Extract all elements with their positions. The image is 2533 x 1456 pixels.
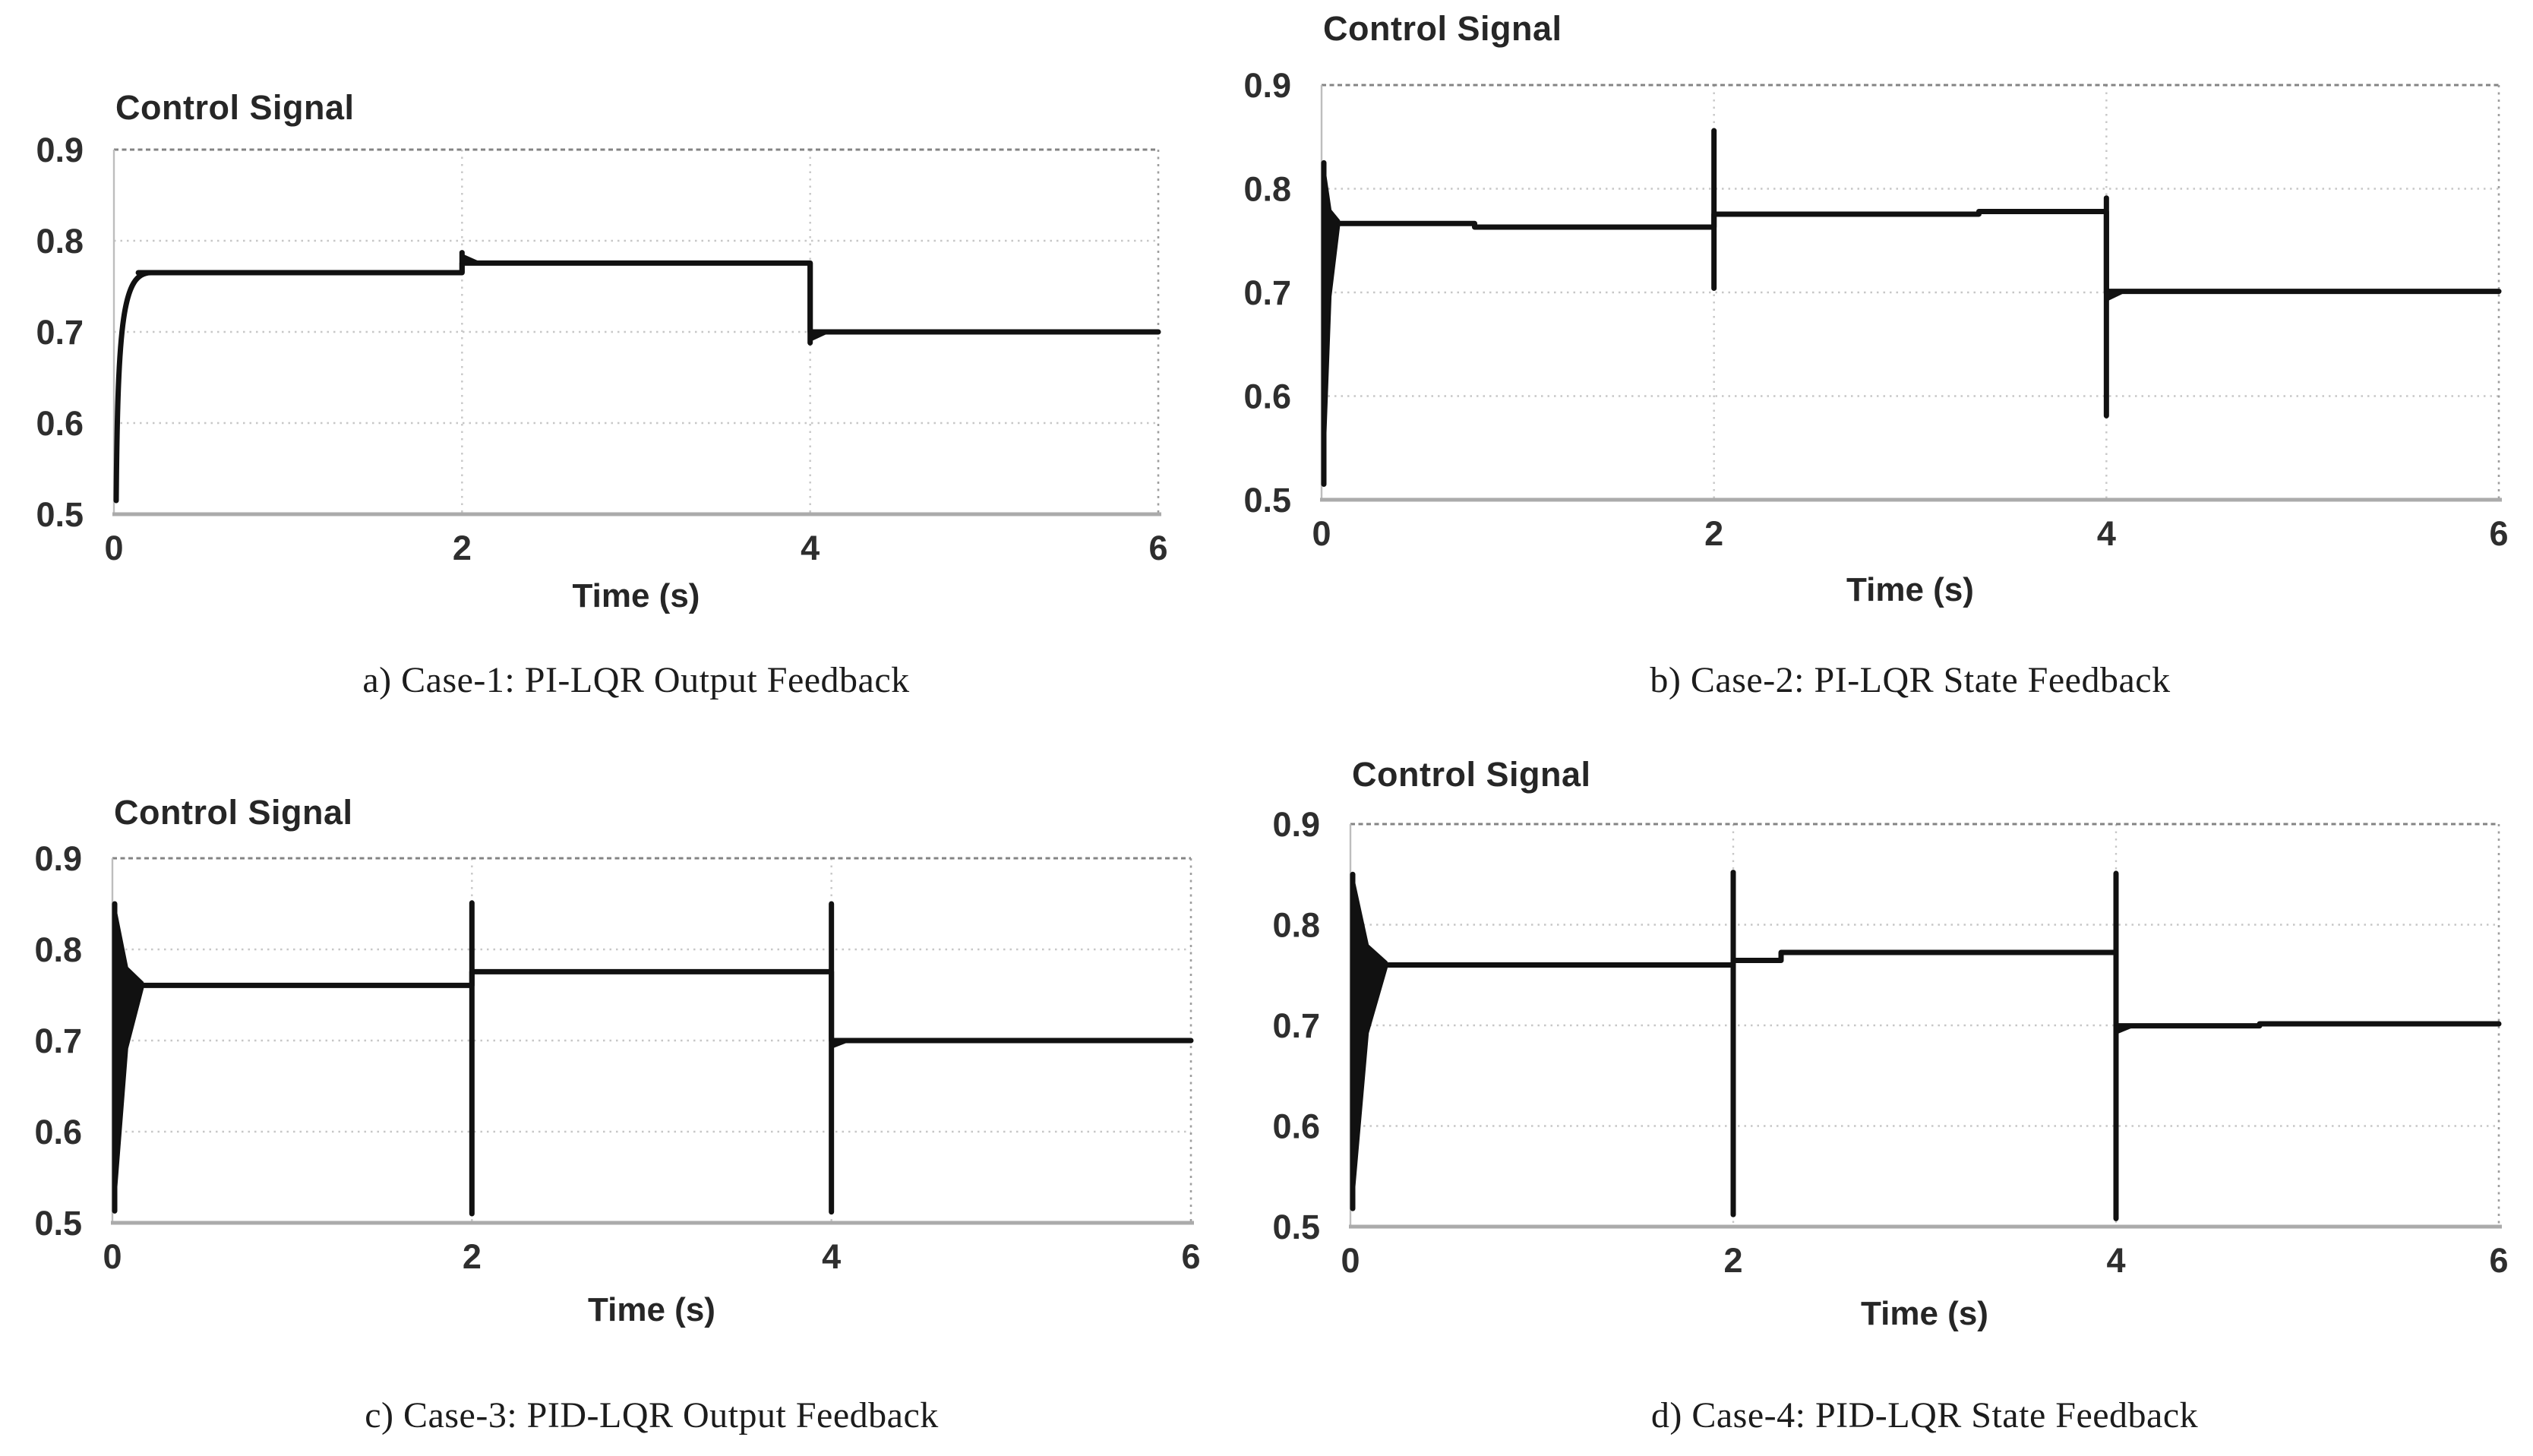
x-tick-label: 4 <box>822 1237 841 1276</box>
plot-b: 0.5 0.6 0.7 0.8 0.9 0 2 4 6 <box>1243 66 2508 553</box>
y-tick-label: 0.5 <box>36 495 84 534</box>
plot-a: 0.5 0.6 0.7 0.8 0.9 0 2 4 6 <box>36 131 1167 567</box>
x-tick-label: 4 <box>2106 1241 2125 1280</box>
x-tick-label: 2 <box>1704 514 1723 553</box>
y-tick-label: 0.7 <box>1243 273 1291 312</box>
x-tick-label: 4 <box>2097 514 2116 553</box>
chart-title: Control Signal <box>1352 755 1591 794</box>
y-tick-label: 0.7 <box>1272 1006 1320 1045</box>
chart-caption: c) Case-3: PID-LQR Output Feedback <box>365 1395 939 1435</box>
y-tick-label: 0.7 <box>34 1022 82 1060</box>
y-tick-label: 0.5 <box>1243 481 1291 520</box>
control-signal-trace <box>112 900 1194 1217</box>
x-axis-label: Time (s) <box>572 577 700 614</box>
settle-taper <box>460 252 484 264</box>
y-tick-label: 0.6 <box>1272 1107 1320 1146</box>
signal-levels <box>135 260 1161 335</box>
initial-oscillation <box>1352 874 1388 1209</box>
settle-taper <box>2104 291 2128 303</box>
control-signal-trace <box>1321 128 2502 488</box>
initial-rise <box>113 270 154 504</box>
y-tick-label: 0.8 <box>34 930 82 969</box>
x-tick-label: 6 <box>1181 1237 1200 1276</box>
x-axis-label: Time (s) <box>1846 571 1974 608</box>
chart-caption: a) Case-1: PI-LQR Output Feedback <box>362 660 910 700</box>
x-tick-label: 0 <box>1341 1241 1360 1280</box>
y-tick-label: 0.5 <box>1272 1208 1320 1246</box>
y-tick-label: 0.9 <box>1243 66 1291 105</box>
y-tick-label: 0.9 <box>36 131 84 169</box>
signal-levels <box>1336 209 2502 295</box>
signal-levels <box>1384 949 2502 1029</box>
chart-caption: d) Case-4: PID-LQR State Feedback <box>1650 1395 2199 1435</box>
x-axis-label: Time (s) <box>1861 1295 1988 1332</box>
settle-taper <box>2114 1025 2137 1036</box>
y-tick-label: 0.9 <box>1272 805 1320 844</box>
y-tick-label: 0.7 <box>36 313 84 352</box>
y-tick-label: 0.8 <box>1272 906 1320 945</box>
x-axis-label: Time (s) <box>588 1291 715 1328</box>
y-tick-label: 0.8 <box>1243 170 1291 209</box>
y-tick-label: 0.8 <box>36 222 84 261</box>
y-tick-label: 0.5 <box>34 1204 82 1243</box>
y-tick-label: 0.6 <box>36 404 84 443</box>
plot-d: 0.5 0.6 0.7 0.8 0.9 0 2 4 6 <box>1272 805 2508 1280</box>
settle-taper <box>829 1041 853 1050</box>
plot-c: 0.5 0.6 0.7 0.8 0.9 0 2 4 6 <box>34 839 1200 1276</box>
x-tick-label: 0 <box>104 529 123 567</box>
x-tick-label: 2 <box>1723 1241 1742 1280</box>
y-tick-label: 0.6 <box>34 1113 82 1151</box>
x-tick-label: 2 <box>453 529 472 567</box>
y-tick-label: 0.9 <box>34 839 82 878</box>
x-tick-label: 6 <box>1148 529 1167 567</box>
x-tick-label: 2 <box>463 1237 482 1276</box>
x-tick-label: 0 <box>103 1237 122 1276</box>
x-tick-label: 6 <box>2489 1241 2508 1280</box>
signal-levels <box>140 968 1194 1044</box>
control-signal-trace <box>1350 870 2502 1221</box>
chart-caption: b) Case-2: PI-LQR State Feedback <box>1650 660 2171 700</box>
x-tick-label: 0 <box>1312 514 1331 553</box>
control-signal-trace <box>113 250 1161 504</box>
chart-title: Control Signal <box>1323 9 1562 48</box>
chart-title: Control Signal <box>114 793 353 832</box>
chart-title: Control Signal <box>115 88 355 127</box>
settle-taper <box>807 332 832 343</box>
y-tick-label: 0.6 <box>1243 377 1291 416</box>
x-tick-label: 6 <box>2489 514 2508 553</box>
x-tick-label: 4 <box>801 529 820 567</box>
